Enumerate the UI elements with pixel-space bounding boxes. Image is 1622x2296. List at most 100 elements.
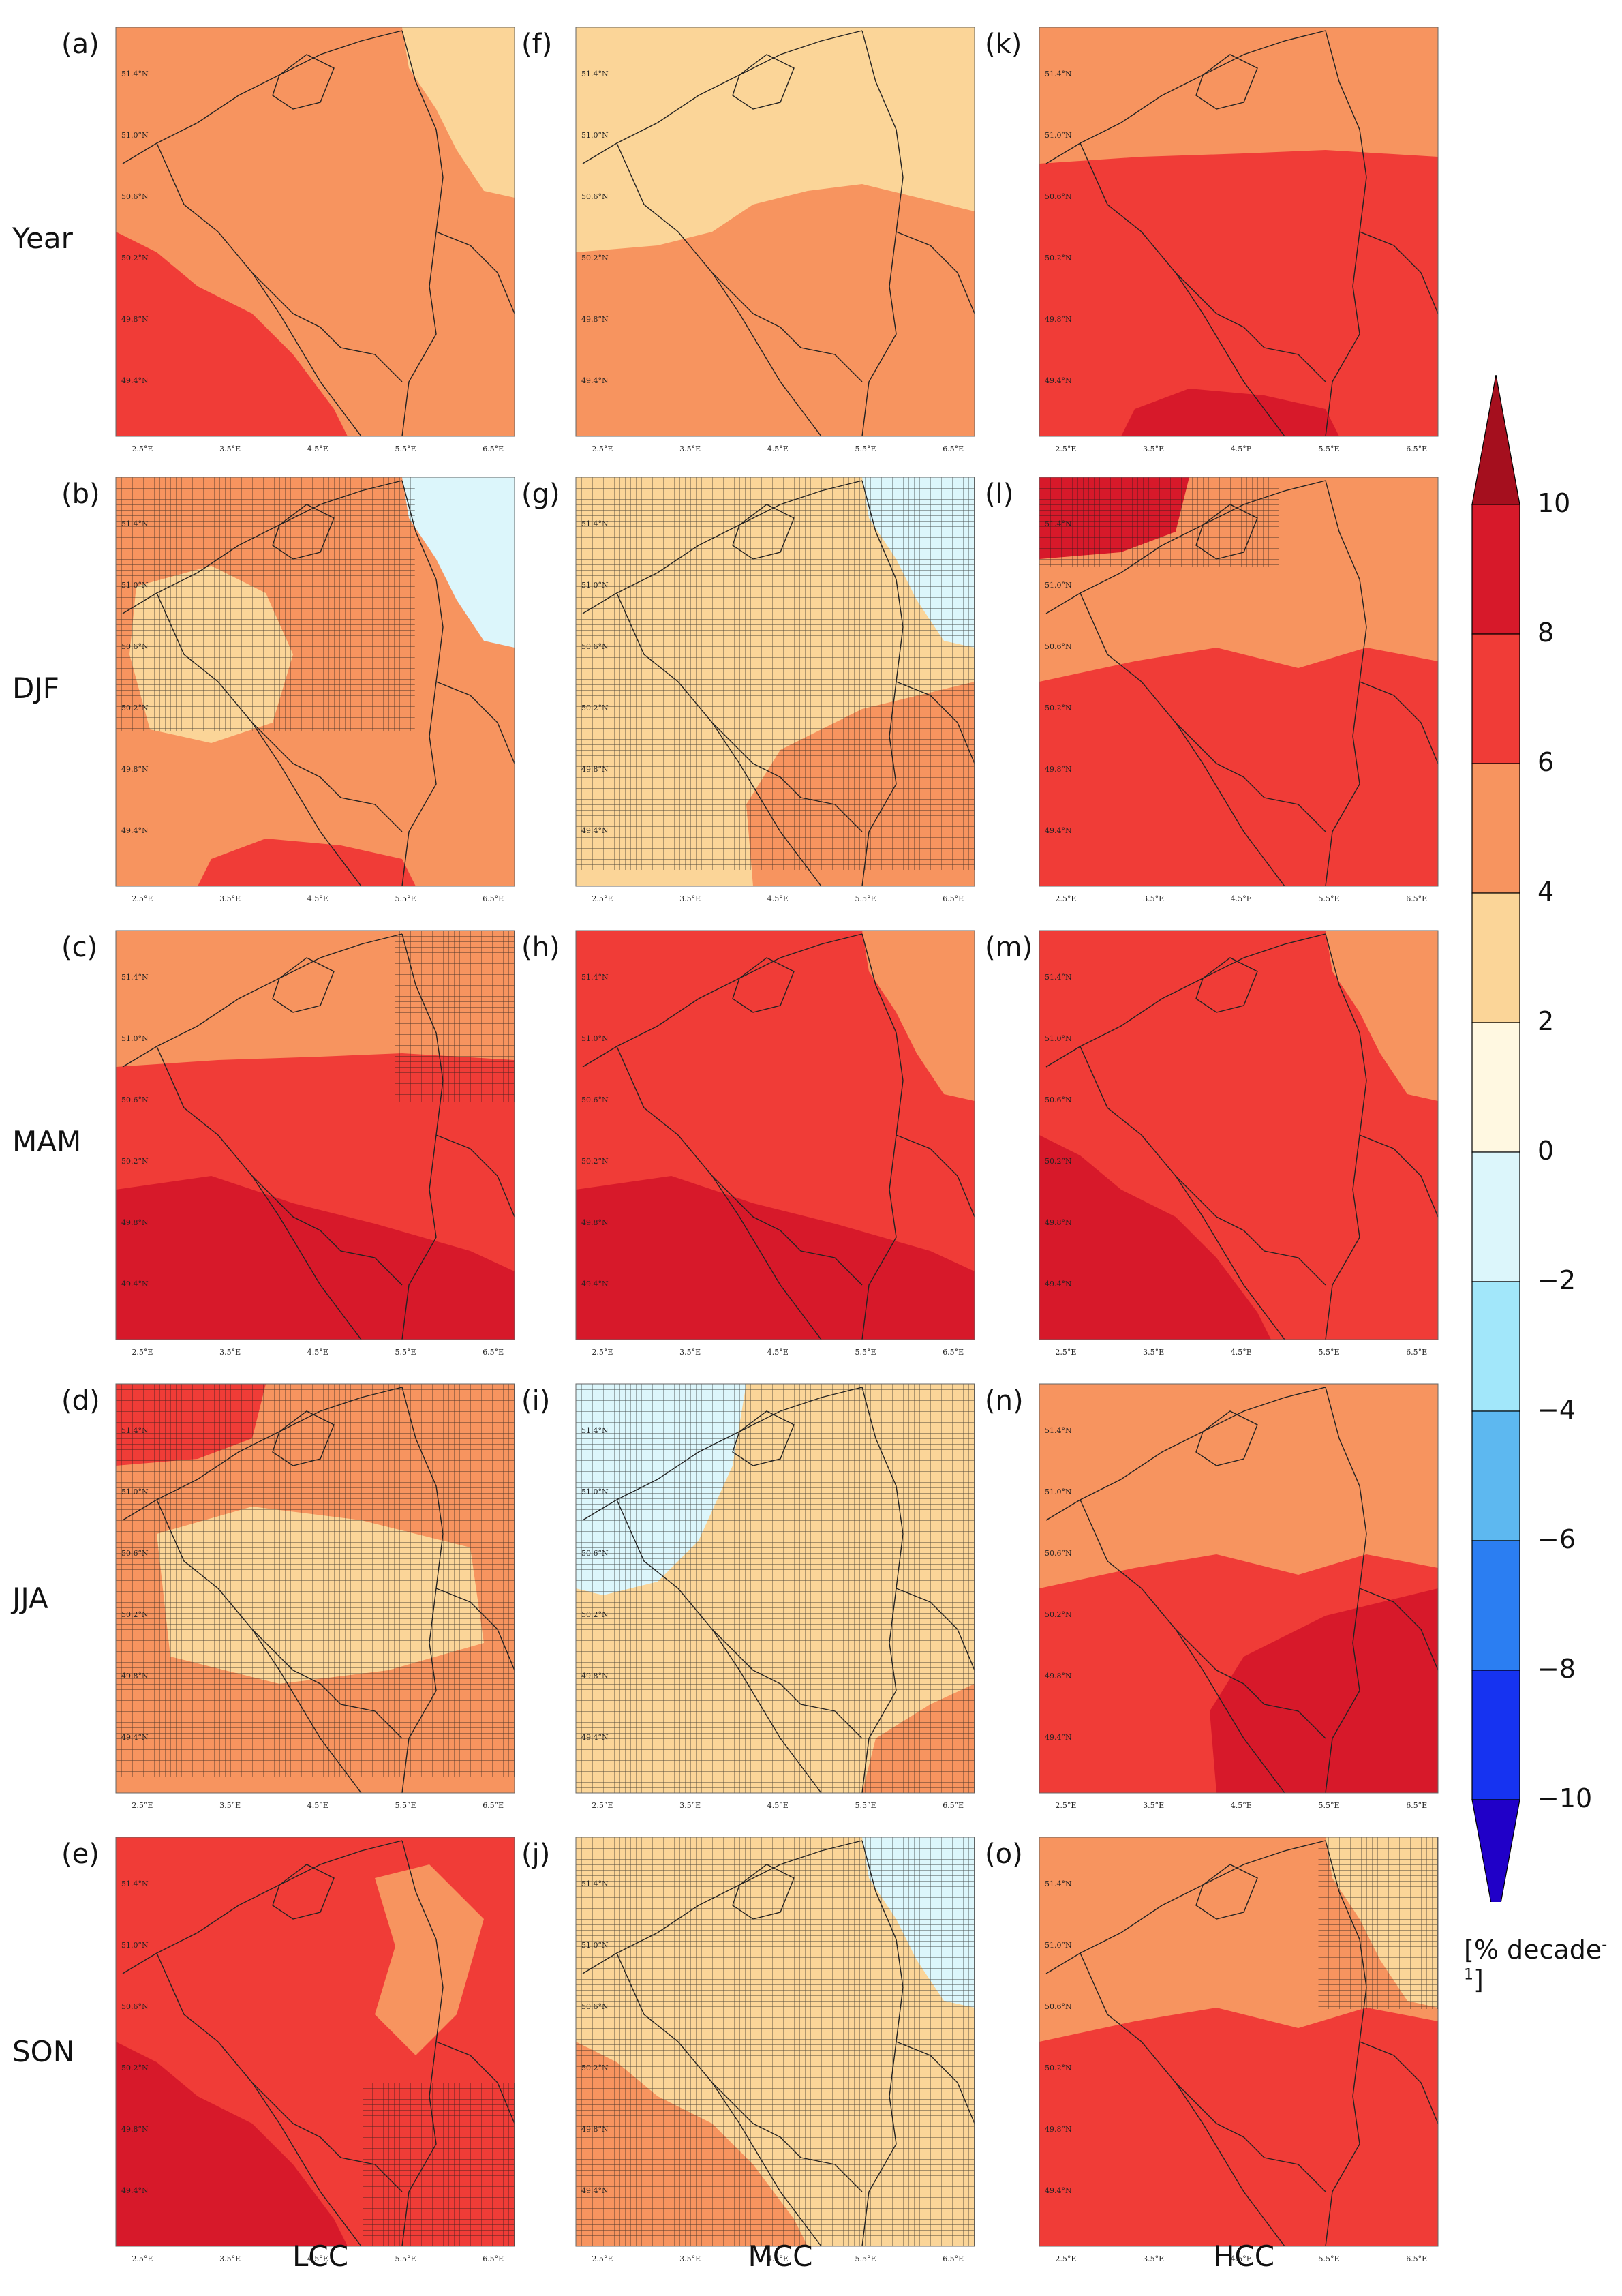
panel-letter: (a)	[61, 29, 100, 60]
lon-tick-label: 2.5°E	[1055, 2254, 1076, 2263]
lat-tick-label: 50.6°N	[581, 1096, 609, 1104]
lat-tick-label: 49.8°N	[1045, 315, 1072, 324]
map-svg: 51.4°N 51.0°N 50.6°N 50.2°N 49.8°N 49.4°N 2.5°…	[115, 477, 515, 903]
lon-tick-label: 6.5°E	[483, 1348, 504, 1357]
map-frame	[115, 1837, 515, 2247]
map-svg: 51.4°N 51.0°N 50.6°N 50.2°N 49.8°N 49.4°N 2.5°…	[575, 477, 975, 903]
lon-tick-label: 6.5°E	[1406, 1801, 1427, 1810]
field-region-south-east	[1210, 1588, 1438, 1793]
lat-tick-label: 50.2°N	[121, 1610, 149, 1619]
lat-tick-label: 49.8°N	[121, 2125, 149, 2134]
significance-hatching	[1039, 477, 1279, 567]
country-border	[616, 1046, 822, 1340]
lat-tick-label: 49.8°N	[581, 1672, 609, 1680]
field-region-south-half	[576, 184, 975, 436]
lat-tick-label: 51.0°N	[581, 131, 609, 140]
field-region-south-spot	[198, 839, 416, 886]
country-border	[272, 1864, 335, 1920]
lat-tick-label: 50.2°N	[1045, 254, 1072, 262]
lat-tick-label: 51.0°N	[1045, 1941, 1072, 1950]
colorbar-tick-label: 4	[1537, 877, 1555, 907]
lon-tick-label: 6.5°E	[943, 894, 964, 903]
country-border	[1359, 1134, 1439, 1218]
lat-tick-label: 51.0°N	[121, 131, 149, 140]
lon-tick-label: 6.5°E	[943, 444, 964, 453]
country-border	[156, 1952, 362, 2247]
map-panel: (g) 51.4°N 51.0°N 50.6°N 50.2°N 49.8°N 49.4°N 2…	[521, 477, 985, 903]
row-label-jja: JJA	[12, 1582, 48, 1615]
map-svg: 51.4°N 51.0°N 50.6°N 50.2°N 49.8°N 49.4°N 2.5°…	[115, 27, 515, 453]
panel-letter: (g)	[521, 479, 560, 510]
country-border	[1045, 933, 1326, 1068]
field-region-south-spot	[1121, 389, 1339, 436]
lon-tick-label: 5.5°E	[1319, 2254, 1340, 2263]
country-border	[251, 272, 403, 382]
colorbar-level	[1471, 892, 1520, 1023]
country-border	[435, 1588, 515, 1671]
country-border	[1045, 1840, 1326, 1974]
map-frame	[115, 477, 515, 887]
significance-hatching	[116, 477, 415, 731]
country-border	[1175, 272, 1326, 382]
lat-tick-label: 51.0°N	[581, 1941, 609, 1950]
country-border	[896, 231, 975, 314]
map-panel: (a) 51.4°N 51.0°N 50.6°N 50.2°N 49.8°N 49.4°N 2…	[61, 27, 525, 453]
colorbar-level	[1471, 1022, 1520, 1153]
map-panel: (f) 51.4°N 51.0°N 50.6°N 50.2°N 49.8°N 49.4°N 2…	[521, 27, 985, 453]
lat-tick-label: 49.8°N	[1045, 1218, 1072, 1227]
country-border	[122, 480, 403, 614]
lon-tick-label: 5.5°E	[855, 444, 876, 453]
lat-tick-label: 50.2°N	[581, 1157, 609, 1166]
lat-tick-label: 50.6°N	[581, 2002, 609, 2011]
lon-tick-label: 4.5°E	[307, 1801, 328, 1810]
field-region-southwest	[116, 232, 348, 436]
lat-tick-label: 50.2°N	[581, 2064, 609, 2072]
lat-tick-label: 51.4°N	[121, 1426, 149, 1435]
country-border	[1175, 722, 1326, 832]
panel-letter: (i)	[521, 1385, 551, 1417]
lat-tick-label: 51.4°N	[121, 973, 149, 982]
lat-tick-label: 49.4°N	[121, 826, 149, 835]
lat-tick-label: 50.6°N	[121, 1096, 149, 1104]
lon-tick-label: 2.5°E	[592, 894, 613, 903]
map-svg: 51.4°N 51.0°N 50.6°N 50.2°N 49.8°N 49.4°N 2.5°…	[1039, 477, 1439, 903]
lat-tick-label: 51.0°N	[1045, 1034, 1072, 1043]
country-border	[1045, 480, 1326, 614]
lat-tick-label: 49.8°N	[581, 315, 609, 324]
map-svg: 51.4°N 51.0°N 50.6°N 50.2°N 49.8°N 49.4°N 2.5°…	[115, 930, 515, 1357]
lat-tick-label: 50.2°N	[581, 704, 609, 712]
country-border	[1359, 1588, 1439, 1671]
lon-tick-label: 2.5°E	[132, 444, 153, 453]
lat-tick-label: 49.8°N	[581, 1218, 609, 1227]
lon-tick-label: 4.5°E	[1231, 1801, 1252, 1810]
lat-tick-label: 51.0°N	[581, 581, 609, 590]
lat-tick-label: 49.4°N	[581, 376, 609, 385]
map-svg: 51.4°N 51.0°N 50.6°N 50.2°N 49.8°N 49.4°N 2.5°…	[1039, 1837, 1439, 2263]
significance-hatching	[116, 1384, 515, 1777]
colorbar-tick-label: −8	[1537, 1654, 1576, 1684]
map-svg: 51.4°N 51.0°N 50.6°N 50.2°N 49.8°N 49.4°N 2.5°…	[575, 930, 975, 1357]
map-frame	[1039, 930, 1439, 1340]
lat-tick-label: 51.0°N	[581, 1487, 609, 1496]
lon-tick-label: 4.5°E	[767, 1801, 789, 1810]
map-panel: (k) 51.4°N 51.0°N 50.6°N 50.2°N 49.8°N 49.4°N 2…	[985, 27, 1448, 453]
map-panel: (n) 51.4°N 51.0°N 50.6°N 50.2°N 49.8°N 49.4°N 2…	[985, 1383, 1448, 1810]
lat-tick-label: 49.4°N	[121, 376, 149, 385]
lon-tick-label: 2.5°E	[132, 2254, 153, 2263]
lat-tick-label: 50.6°N	[581, 1549, 609, 1558]
country-border	[732, 1410, 795, 1466]
colorbar-arrow-top	[1471, 375, 1520, 505]
map-svg: 51.4°N 51.0°N 50.6°N 50.2°N 49.8°N 49.4°N 2.5°…	[115, 1837, 515, 2263]
map-svg: 51.4°N 51.0°N 50.6°N 50.2°N 49.8°N 49.4°N 2.5°…	[575, 27, 975, 453]
lon-tick-label: 3.5°E	[219, 2254, 241, 2263]
lat-tick-label: 50.6°N	[1045, 1096, 1072, 1104]
colorbar-level	[1471, 763, 1520, 894]
lon-tick-label: 2.5°E	[1055, 444, 1076, 453]
lon-tick-label: 5.5°E	[1319, 444, 1340, 453]
lat-tick-label: 51.0°N	[121, 1941, 149, 1950]
lon-tick-label: 5.5°E	[395, 2254, 416, 2263]
country-border	[1080, 1952, 1285, 2247]
lat-tick-label: 51.4°N	[1045, 1426, 1072, 1435]
unit-main: [% decade	[1464, 1935, 1602, 1965]
lon-tick-label: 2.5°E	[592, 2254, 613, 2263]
